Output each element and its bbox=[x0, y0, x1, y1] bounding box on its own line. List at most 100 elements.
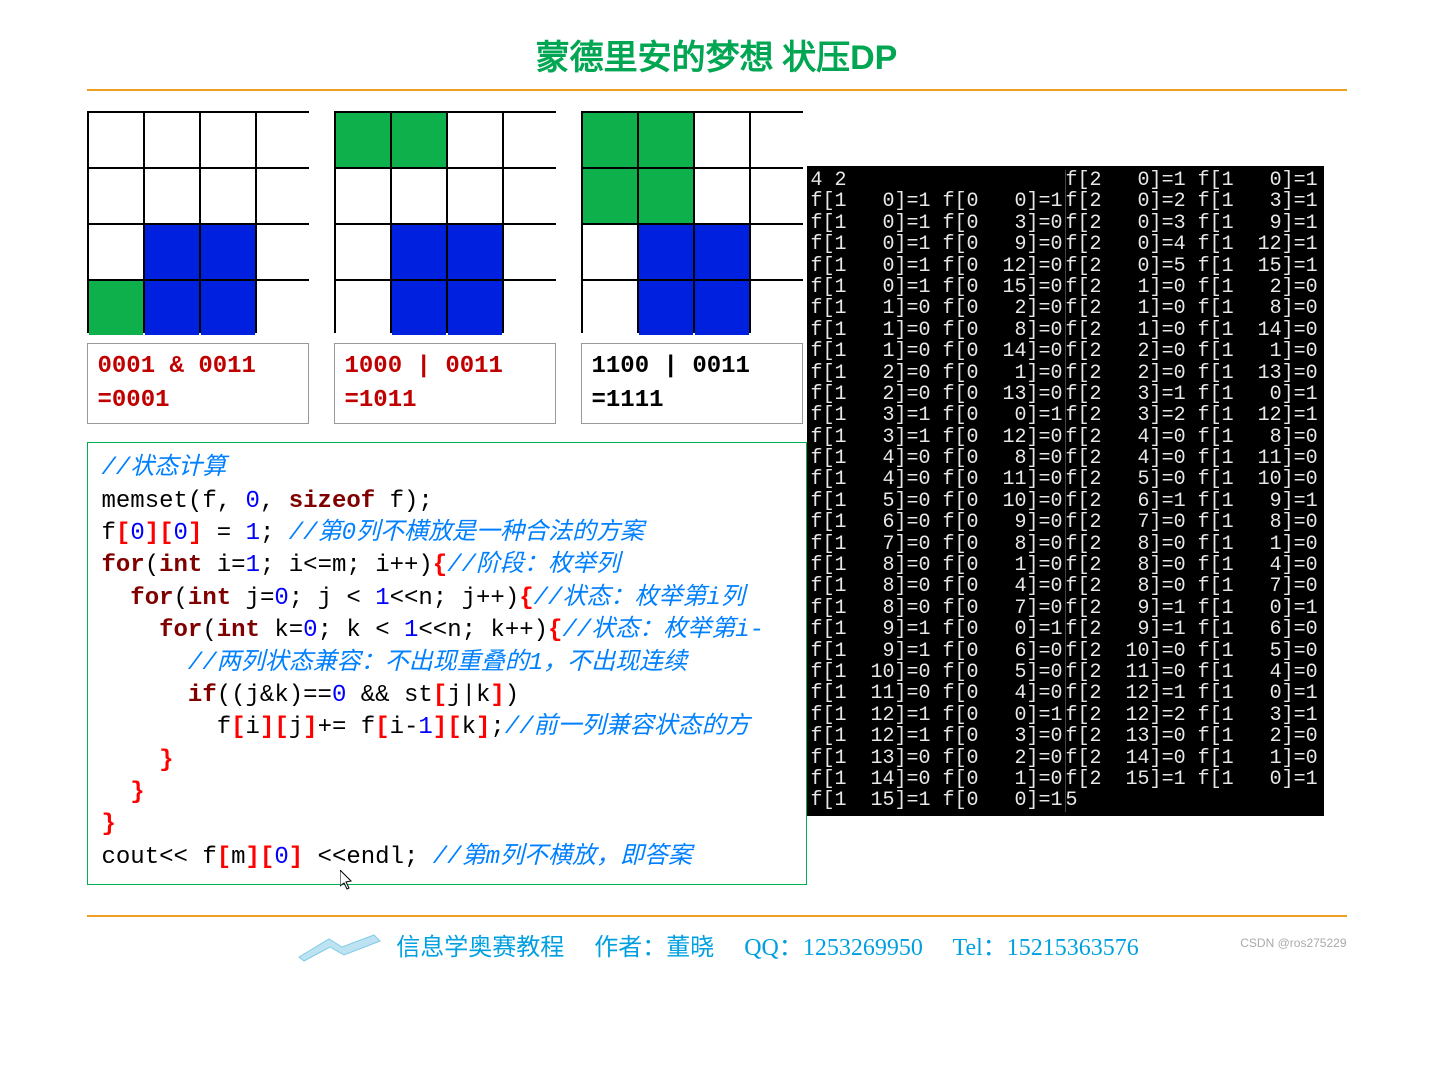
code-bracket: { bbox=[519, 585, 533, 612]
grid-cell bbox=[583, 169, 637, 223]
grid-cell bbox=[695, 169, 749, 223]
footer-qq: 1253269950 bbox=[803, 935, 923, 961]
code-text: f); bbox=[375, 488, 433, 515]
grid-label-line2: =1011 bbox=[345, 384, 545, 418]
grid-cell bbox=[448, 113, 502, 167]
code-text: ( bbox=[174, 585, 188, 612]
code-text: <<endl; bbox=[303, 844, 433, 871]
code-num: 0 bbox=[274, 844, 288, 871]
grid-cell bbox=[639, 281, 693, 335]
grid-label-2: 1100 | 0011=1111 bbox=[581, 343, 803, 424]
grid-cell bbox=[448, 281, 502, 335]
grid-cell bbox=[695, 281, 749, 335]
grid-cell bbox=[639, 169, 693, 223]
code-num: 1 bbox=[246, 552, 260, 579]
code-text: ; k < bbox=[318, 617, 404, 644]
grid-cell bbox=[145, 113, 199, 167]
page-title: 蒙德里安的梦想 状压DP bbox=[87, 30, 1347, 79]
grid-cell bbox=[583, 113, 637, 167]
divider-bottom bbox=[87, 915, 1347, 917]
code-text: f bbox=[102, 520, 116, 547]
code-bracket: ][ bbox=[433, 714, 462, 741]
grid-label-line2: =0001 bbox=[98, 384, 298, 418]
diagram-2: 1100 | 0011=1111 bbox=[581, 111, 803, 424]
grid-cell bbox=[257, 113, 311, 167]
code-comment: //阶段：枚举列 bbox=[447, 552, 620, 579]
grid-cell bbox=[336, 225, 390, 279]
grid-cell bbox=[751, 225, 805, 279]
grid-cell bbox=[695, 113, 749, 167]
grid-cell bbox=[639, 113, 693, 167]
title-cn: 蒙德里安的梦想 状压 bbox=[536, 40, 851, 77]
code-text: j|k bbox=[447, 682, 490, 709]
footer-author-label: 作者： bbox=[594, 935, 666, 961]
grid-cell bbox=[751, 281, 805, 335]
code-bracket: ][ bbox=[145, 520, 174, 547]
grid-cell bbox=[89, 225, 143, 279]
grid-cell bbox=[145, 225, 199, 279]
grid-cell bbox=[504, 113, 558, 167]
footer: 信息学奥赛教程 作者：董晓 QQ：1253269950 Tel：15215363… bbox=[87, 927, 1347, 970]
code-text: ) bbox=[505, 682, 519, 709]
grid-cell bbox=[504, 281, 558, 335]
grid-cell bbox=[145, 281, 199, 335]
code-text: i bbox=[246, 714, 260, 741]
grid-cell bbox=[89, 169, 143, 223]
grid-cell bbox=[448, 225, 502, 279]
grid-cell bbox=[583, 281, 637, 335]
grid-cell bbox=[751, 169, 805, 223]
code-text: cout<< f bbox=[102, 844, 217, 871]
grid-label-line1: 0001 & 0011 bbox=[98, 350, 298, 384]
grid-cell bbox=[695, 225, 749, 279]
grid-cell bbox=[751, 113, 805, 167]
code-text: <<n; j++) bbox=[390, 585, 520, 612]
code-bracket: } bbox=[102, 747, 174, 774]
code-comment: //第m列不横放，即答案 bbox=[433, 844, 692, 871]
diagram-1: 1000 | 0011=1011 bbox=[334, 111, 556, 424]
console-right-column: f[2 0]=1 f[1 0]=1 f[2 0]=2 f[1 3]=1 f[2 … bbox=[1066, 170, 1320, 812]
code-num: 0 bbox=[130, 520, 144, 547]
code-bracket: ][ bbox=[260, 714, 289, 741]
code-bracket: [ bbox=[433, 682, 447, 709]
code-num: 1 bbox=[418, 714, 432, 741]
grid-cell bbox=[392, 281, 446, 335]
grid-cell bbox=[504, 225, 558, 279]
grid-cell bbox=[89, 113, 143, 167]
code-bracket: [ bbox=[231, 714, 245, 741]
console-left-column: 4 2 f[1 0]=1 f[0 0]=1 f[1 0]=1 f[0 3]=0 … bbox=[811, 170, 1066, 812]
footer-qq-label: QQ： bbox=[744, 935, 803, 961]
code-text: memset(f, bbox=[102, 488, 246, 515]
grid-0 bbox=[87, 111, 309, 333]
code-keyword: if bbox=[102, 682, 217, 709]
code-text: <<n; k++) bbox=[418, 617, 548, 644]
code-text: k= bbox=[260, 617, 303, 644]
grid-cell bbox=[201, 225, 255, 279]
code-num: 0 bbox=[303, 617, 317, 644]
code-bracket: { bbox=[548, 617, 562, 644]
code-keyword: int bbox=[188, 585, 231, 612]
grid-cell bbox=[336, 113, 390, 167]
code-num: 1 bbox=[404, 617, 418, 644]
code-block: //状态计算 memset(f, 0, sizeof f); f[0][0] =… bbox=[87, 442, 807, 885]
grid-cell bbox=[89, 281, 143, 335]
watermark: CSDN @ros275229 bbox=[1240, 936, 1346, 950]
code-keyword: sizeof bbox=[289, 488, 375, 515]
grid-cell bbox=[448, 169, 502, 223]
code-keyword: int bbox=[159, 552, 202, 579]
code-num: 1 bbox=[375, 585, 389, 612]
code-keyword: int bbox=[217, 617, 260, 644]
grid-cell bbox=[392, 225, 446, 279]
grid-cell bbox=[201, 281, 255, 335]
console-output: 4 2 f[1 0]=1 f[0 0]=1 f[1 0]=1 f[0 3]=0 … bbox=[807, 166, 1324, 816]
code-text: i= bbox=[202, 552, 245, 579]
code-bracket: ] bbox=[188, 520, 202, 547]
code-bracket: ] bbox=[303, 714, 317, 741]
grid-label-line2: =1111 bbox=[592, 384, 792, 418]
code-bracket: [ bbox=[217, 844, 231, 871]
code-bracket: { bbox=[433, 552, 447, 579]
code-num: 0 bbox=[246, 488, 260, 515]
code-text: ; bbox=[260, 520, 289, 547]
grid-cell bbox=[336, 169, 390, 223]
diagram-0: 0001 & 0011=0001 bbox=[87, 111, 309, 424]
code-bracket: [ bbox=[375, 714, 389, 741]
